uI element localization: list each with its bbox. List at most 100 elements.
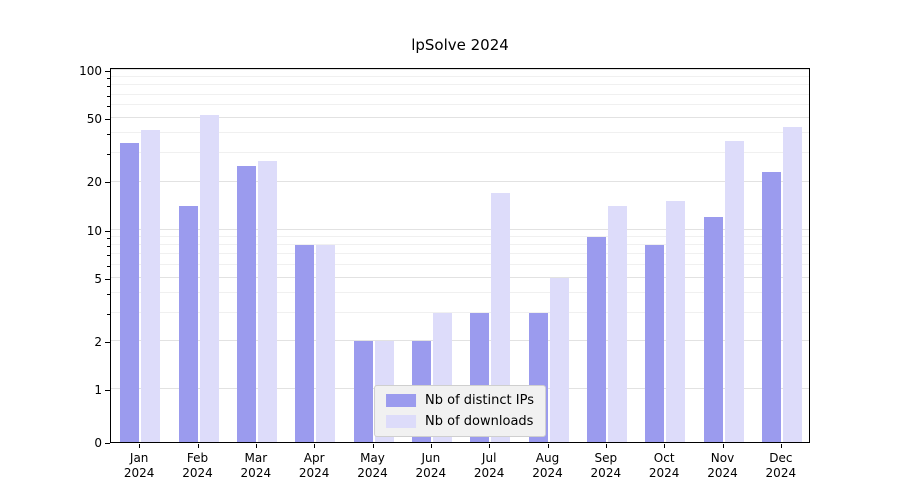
gridline-minor <box>111 76 809 78</box>
year-label: 2024 <box>240 466 272 480</box>
year-label: 2024 <box>590 466 622 480</box>
gridline-minor <box>111 152 809 154</box>
year-label: 2024 <box>707 466 738 480</box>
y-minor-tick-mark <box>107 245 110 247</box>
bar-downloads-aug <box>549 277 569 442</box>
bar-distinct-ips-mar <box>236 166 256 442</box>
x-tick-label: Mar 2024 <box>227 451 285 481</box>
x-tick-mark <box>780 444 782 448</box>
gridline-minor <box>111 311 809 313</box>
x-tick-label: Jun 2024 <box>402 451 460 481</box>
legend: Nb of distinct IPs Nb of downloads <box>374 385 546 437</box>
x-tick-label: May 2024 <box>343 451 401 481</box>
x-tick-label: Aug 2024 <box>518 451 576 481</box>
y-tick-mark <box>105 341 110 343</box>
x-tick-label: Sep 2024 <box>577 451 635 481</box>
gridline-minor <box>111 243 809 245</box>
y-minor-tick-mark <box>107 134 110 136</box>
month-label: Jan <box>129 451 149 465</box>
bar-downloads-jan <box>141 130 161 442</box>
y-minor-tick-mark <box>107 313 110 315</box>
legend-entry-downloads: Nb of downloads <box>386 414 534 429</box>
y-minor-tick-mark <box>107 237 110 239</box>
y-tick-mark <box>105 71 110 72</box>
bar-downloads-oct <box>666 201 686 442</box>
legend-label: Nb of downloads <box>425 414 534 429</box>
bar-downloads-jul <box>491 192 511 442</box>
bar-distinct-ips-may <box>353 341 373 442</box>
bar-distinct-ips-sep <box>586 236 606 442</box>
gridline-minor <box>111 104 809 106</box>
gridline-major <box>111 117 809 119</box>
y-tick-mark <box>105 119 110 120</box>
y-tick-label: 100 <box>79 64 102 78</box>
bar-distinct-ips-feb <box>178 206 198 442</box>
x-tick-label: Jul 2024 <box>460 451 518 481</box>
bar-downloads-sep <box>607 206 627 442</box>
y-minor-tick-mark <box>107 154 110 156</box>
chart-title: lpSolve 2024 <box>411 36 509 54</box>
y-minor-tick-mark <box>107 78 110 80</box>
gridline-minor <box>111 132 809 134</box>
year-label: 2024 <box>765 466 797 480</box>
y-tick-mark <box>105 278 110 280</box>
month-label: Sep <box>594 451 618 465</box>
y-minor-tick-mark <box>107 86 110 88</box>
legend-swatch-downloads <box>386 415 417 428</box>
x-tick-mark <box>489 444 491 448</box>
y-tick-label: 50 <box>86 112 102 126</box>
year-label: 2024 <box>123 466 155 480</box>
gridline-minor <box>111 291 809 293</box>
bar-downloads-mar <box>257 160 277 442</box>
x-tick-mark <box>372 444 374 448</box>
x-tick-mark <box>139 444 141 448</box>
month-label: Dec <box>769 451 793 465</box>
bar-distinct-ips-apr <box>295 244 315 442</box>
x-tick-label: Oct 2024 <box>635 451 693 481</box>
bar-downloads-dec <box>782 126 802 442</box>
month-label: Aug <box>535 451 560 465</box>
y-tick-label: 5 <box>94 271 102 286</box>
x-tick-mark <box>314 444 316 448</box>
x-tick-label: Apr 2024 <box>285 451 343 481</box>
y-minor-tick-mark <box>107 265 110 267</box>
year-label: 2024 <box>532 466 563 480</box>
x-tick-mark <box>255 444 257 448</box>
y-tick-label: 2 <box>94 334 102 349</box>
month-label: May <box>360 451 385 465</box>
y-tick-mark <box>105 230 110 232</box>
y-tick-mark <box>105 443 110 444</box>
year-label: 2024 <box>182 466 213 480</box>
gridline-minor <box>111 253 809 255</box>
month-label: Jul <box>481 451 497 465</box>
year-label: 2024 <box>298 466 330 480</box>
y-tick-mark <box>105 390 110 391</box>
x-tick-label: Dec 2024 <box>752 451 810 481</box>
bars-layer <box>111 69 809 442</box>
gridline-minor <box>111 263 809 265</box>
x-tick-mark <box>664 444 666 448</box>
gridline-major <box>111 69 809 70</box>
gridline-minor <box>111 93 809 95</box>
month-label: Jun <box>421 451 441 465</box>
gridline-major <box>111 228 809 230</box>
y-minor-tick-mark <box>107 95 110 97</box>
month-label: Apr <box>303 451 325 465</box>
x-tick-mark <box>197 444 199 448</box>
x-tick-label: Jan 2024 <box>110 451 168 481</box>
y-minor-tick-mark <box>107 106 110 108</box>
x-tick-mark <box>547 444 549 448</box>
month-label: Oct <box>653 451 675 465</box>
y-tick-label: 1 <box>94 383 102 397</box>
gridline-major <box>111 276 809 278</box>
bar-distinct-ips-jan <box>120 142 140 442</box>
bar-distinct-ips-oct <box>645 244 665 442</box>
year-label: 2024 <box>648 466 680 480</box>
month-label: Feb <box>186 451 209 465</box>
bar-distinct-ips-nov <box>703 216 723 442</box>
x-tick-mark <box>722 444 724 448</box>
gridline-minor <box>111 235 809 237</box>
bar-downloads-apr <box>316 244 336 442</box>
legend-swatch-distinct-ips <box>386 394 417 407</box>
